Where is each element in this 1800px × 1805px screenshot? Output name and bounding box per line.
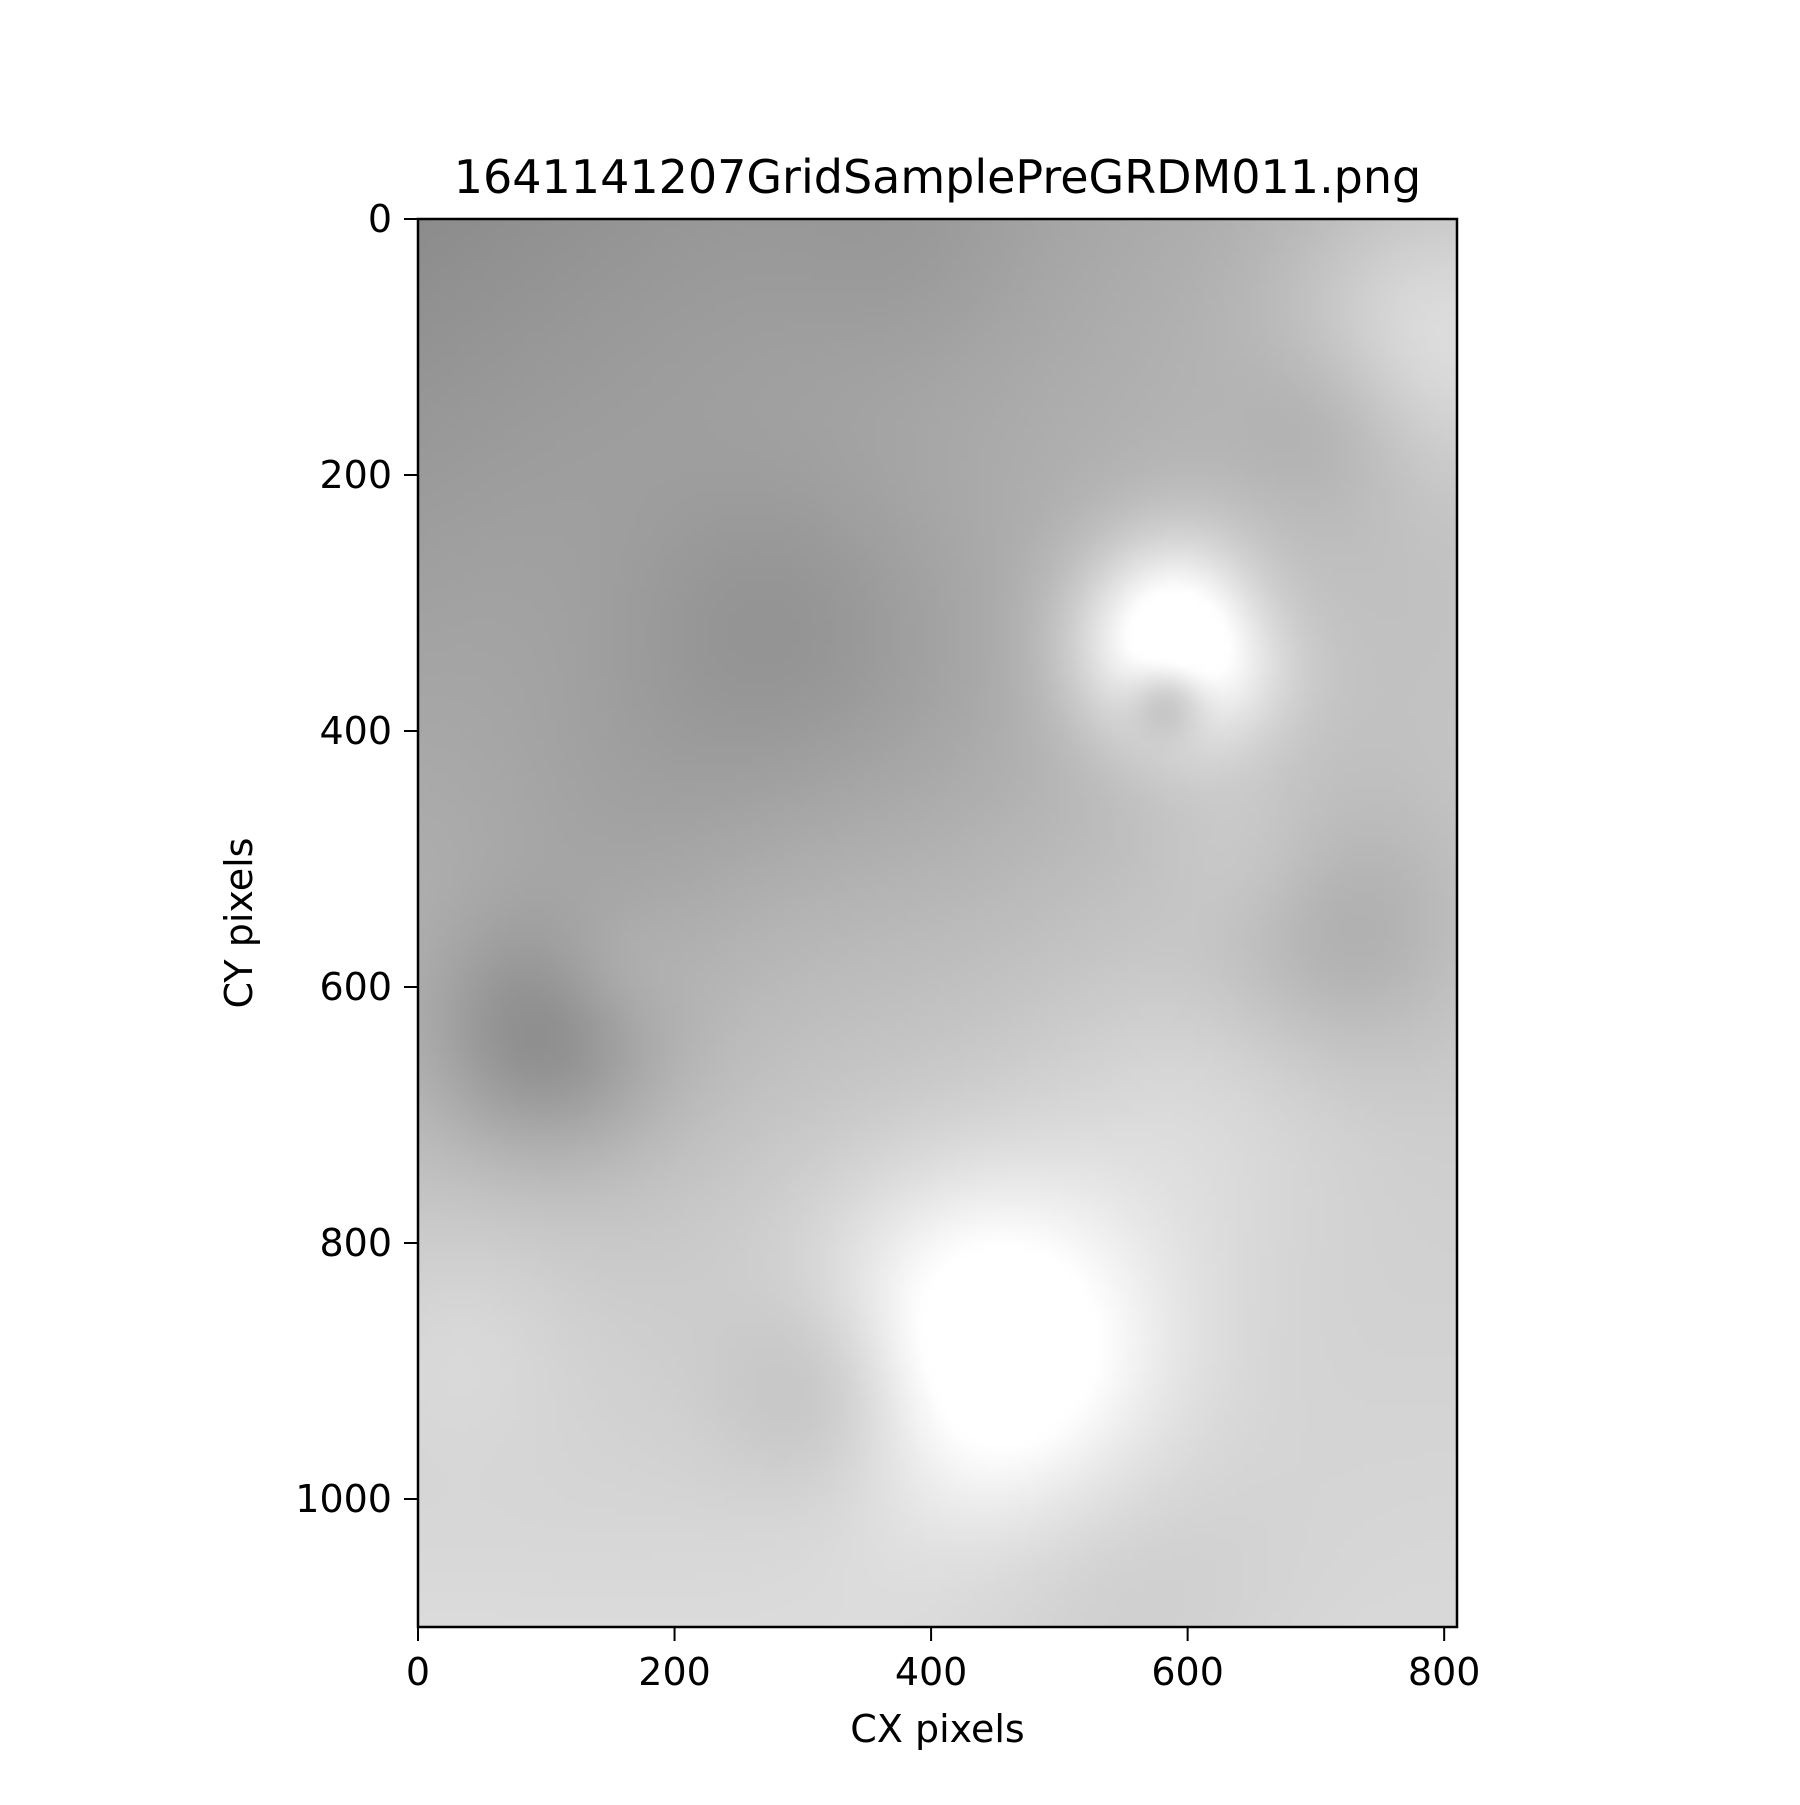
y-axis-ticks: 0 200 400 600 800 1000 bbox=[295, 197, 418, 1521]
x-axis-label: CX pixels bbox=[850, 1707, 1024, 1751]
x-tick-label: 800 bbox=[1408, 1650, 1481, 1694]
y-tick-label: 200 bbox=[319, 453, 392, 497]
chart-title: 1641141207GridSamplePreGRDM011.png bbox=[454, 150, 1422, 204]
plot-frame bbox=[416, 217, 1459, 1629]
heatmap-image bbox=[418, 219, 1457, 1627]
y-tick-label: 600 bbox=[319, 965, 392, 1009]
y-tick-label: 800 bbox=[319, 1221, 392, 1265]
y-tick-label: 1000 bbox=[295, 1477, 392, 1521]
x-tick-label: 600 bbox=[1151, 1650, 1224, 1694]
y-tick-label: 0 bbox=[368, 197, 392, 241]
y-tick-label: 400 bbox=[319, 709, 392, 753]
x-tick-label: 0 bbox=[406, 1650, 430, 1694]
heatmap-raster bbox=[418, 219, 1457, 1627]
x-axis-ticks: 0 200 400 600 800 bbox=[406, 1627, 1481, 1694]
x-tick-label: 400 bbox=[895, 1650, 968, 1694]
x-tick-label: 200 bbox=[638, 1650, 711, 1694]
y-axis-label: CY pixels bbox=[217, 838, 261, 1009]
